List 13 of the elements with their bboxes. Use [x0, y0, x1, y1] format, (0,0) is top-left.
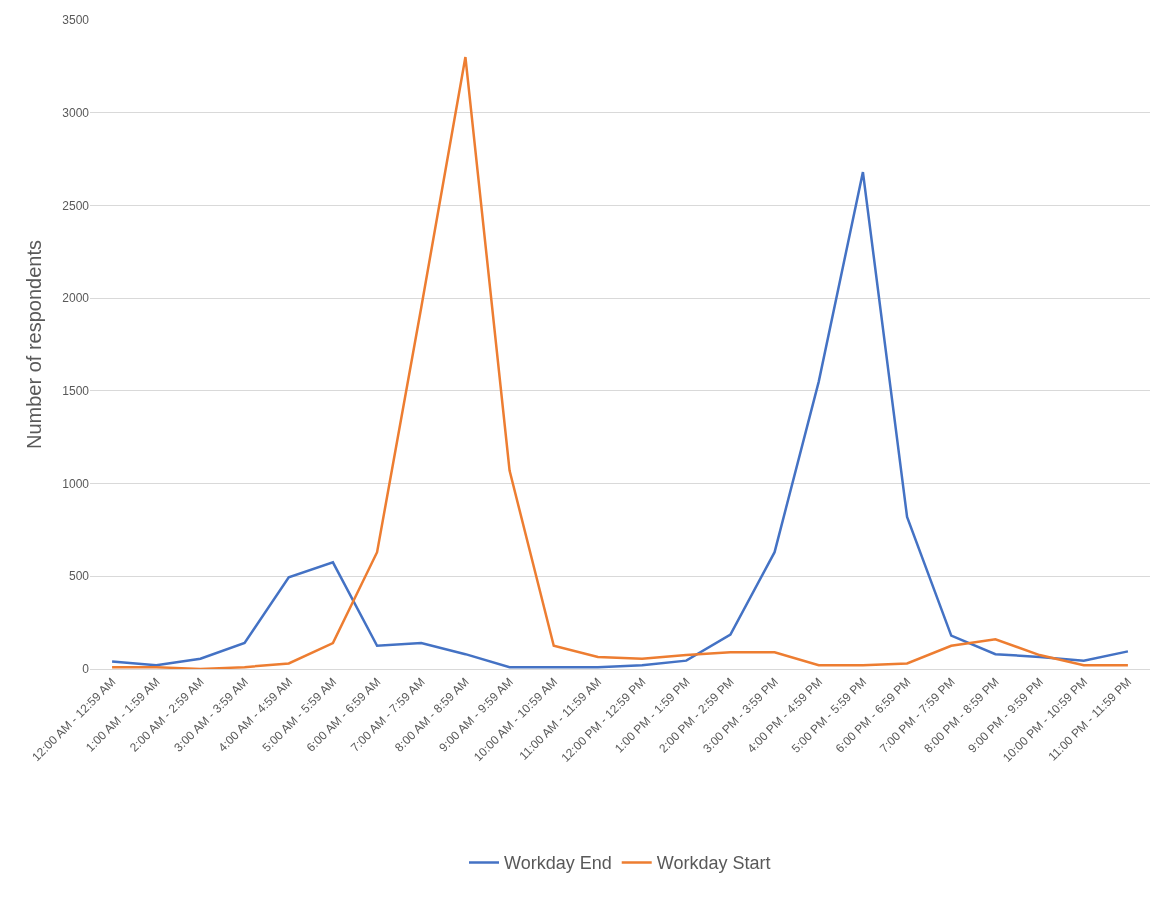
y-tick-label: 1500 [62, 384, 90, 399]
y-axis-title: Number of respondents [22, 239, 45, 450]
y-tick-label: 500 [68, 569, 90, 584]
y-tick-label: 2500 [62, 198, 90, 213]
legend-label: Workday End [504, 853, 612, 874]
line-series [110, 170, 1130, 669]
line-series [110, 55, 1130, 669]
y-tick-label: 3000 [62, 105, 90, 120]
y-tick-label: 0 [82, 662, 90, 677]
y-tick-label: 1000 [62, 476, 90, 491]
legend-label: Workday Start [656, 853, 771, 874]
y-tick-label: 2000 [62, 291, 90, 306]
y-tick-label: 3500 [62, 13, 90, 28]
